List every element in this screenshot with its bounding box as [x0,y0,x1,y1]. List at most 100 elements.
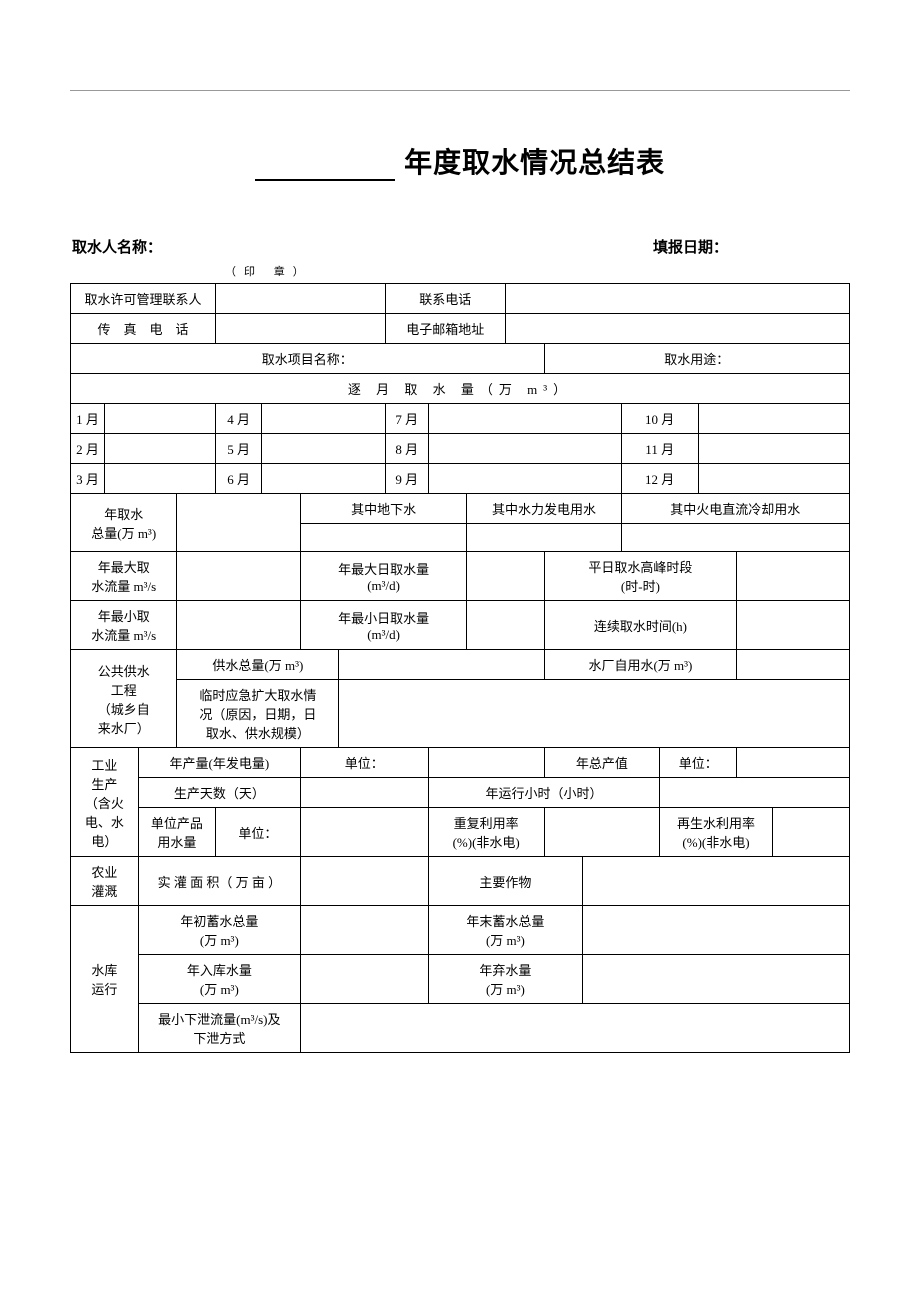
discard-value[interactable] [583,955,850,1004]
annual-total-value[interactable] [177,494,300,552]
main-table: 取水许可管理联系人 联系电话 传 真 电 话 电子邮箱地址 取水项目名称： 取水… [70,283,850,1053]
annual-output-value[interactable] [428,748,544,778]
m5-value[interactable] [262,434,385,464]
storage-end-value[interactable] [583,906,850,955]
title-text: 年度取水情况总结表 [404,148,665,179]
inflow-value[interactable] [300,955,428,1004]
continuous-time-label: 连续取水时间(h) [544,601,737,650]
unit-product-unit: 单位： [215,808,300,857]
m1-label: 1 月 [71,404,105,434]
public-supply-label: 公共供水 工程 （城乡自 来水厂） [71,650,177,748]
contact-person-label: 取水许可管理联系人 [71,284,216,314]
m12-label: 12 月 [621,464,698,494]
m10-value[interactable] [698,404,849,434]
m8-value[interactable] [428,434,621,464]
reuse-rate-label: 重复利用率(%)(非水电) [428,808,544,857]
fax-label: 传 真 电 话 [71,314,216,344]
irrigated-area-value[interactable] [300,857,428,906]
run-hours-value[interactable] [660,778,850,808]
m9-label: 9 月 [385,464,428,494]
max-flow-label: 年最大取水流量 m³/s [71,552,177,601]
m6-value[interactable] [262,464,385,494]
m9-value[interactable] [428,464,621,494]
m2-label: 2 月 [71,434,105,464]
report-date-label: 填报日期： [653,236,728,257]
min-discharge-value[interactable] [300,1004,849,1053]
m4-label: 4 月 [215,404,261,434]
m11-value[interactable] [698,434,849,464]
thermal-cooling-label: 其中火电直流冷却用水 [621,494,849,524]
m2-value[interactable] [104,434,215,464]
email-value[interactable] [505,314,849,344]
storage-start-value[interactable] [300,906,428,955]
supply-total-label: 供水总量(万 m³) [177,650,339,680]
reuse-rate-value[interactable] [544,808,660,857]
annual-value-label: 年总产值 [544,748,660,778]
m6-label: 6 月 [215,464,261,494]
hydropower-label: 其中水力发电用水 [467,494,621,524]
m10-label: 10 月 [621,404,698,434]
storage-end-label: 年末蓄水总量(万 m³) [428,906,582,955]
storage-start-label: 年初蓄水总量(万 m³) [138,906,300,955]
contact-phone-label: 联系电话 [385,284,505,314]
min-discharge-label: 最小下泄流量(m³/s)及下泄方式 [138,1004,300,1053]
reclaim-rate-label: 再生水利用率(%)(非水电) [660,808,773,857]
emergency-label: 临时应急扩大取水情 况（原因，日期，日 取水、供水规模） [177,680,339,748]
peak-time-value[interactable] [737,552,850,601]
plant-self-label: 水厂自用水(万 m³) [544,650,737,680]
annual-value-value[interactable] [737,748,850,778]
applicant-label: 取水人名称： [72,236,162,257]
annual-value-unit: 单位： [660,748,737,778]
fax-value[interactable] [215,314,385,344]
m1-value[interactable] [104,404,215,434]
inflow-label: 年入库水量(万 m³) [138,955,300,1004]
page-title: 年度取水情况总结表 [70,141,850,181]
reservoir-label: 水库运行 [71,906,139,1053]
hydropower-value[interactable] [467,524,621,552]
max-daily-label: 年最大日取水量(m³/d) [300,552,467,601]
contact-person-value[interactable] [215,284,385,314]
run-hours-label: 年运行小时（小时） [428,778,659,808]
header-line: 取水人名称： 填报日期： [70,236,850,257]
plant-self-value[interactable] [737,650,850,680]
email-label: 电子邮箱地址 [385,314,505,344]
m8-label: 8 月 [385,434,428,464]
seal-note: （印 章） [225,263,850,279]
m12-value[interactable] [698,464,849,494]
annual-output-label: 年产量(年发电量) [138,748,300,778]
max-daily-value[interactable] [467,552,544,601]
unit-product-label: 单位产品用水量 [138,808,215,857]
project-name-label: 取水项目名称： [71,344,545,374]
peak-time-label: 平日取水高峰时段(时-时) [544,552,737,601]
m11-label: 11 月 [621,434,698,464]
reclaim-rate-value[interactable] [772,808,849,857]
usage-label: 取水用途： [544,344,850,374]
thermal-cooling-value[interactable] [621,524,849,552]
annual-output-unit: 单位： [300,748,428,778]
min-flow-value[interactable] [177,601,300,650]
m4-value[interactable] [262,404,385,434]
unit-product-value[interactable] [300,808,428,857]
discard-label: 年弃水量(万 m³) [428,955,582,1004]
m3-label: 3 月 [71,464,105,494]
groundwater-value[interactable] [300,524,467,552]
industry-label: 工业 生产 （含火 电、水 电） [71,748,139,857]
continuous-time-value[interactable] [737,601,850,650]
supply-total-value[interactable] [339,650,544,680]
main-crops-label: 主要作物 [428,857,582,906]
prod-days-value[interactable] [300,778,428,808]
main-crops-value[interactable] [583,857,850,906]
emergency-value[interactable] [339,680,850,748]
m5-label: 5 月 [215,434,261,464]
max-flow-value[interactable] [177,552,300,601]
top-rule [70,90,850,91]
m7-value[interactable] [428,404,621,434]
min-flow-label: 年最小取水流量 m³/s [71,601,177,650]
annual-total-label: 年取水总量(万 m³) [71,494,177,552]
m3-value[interactable] [104,464,215,494]
min-daily-value[interactable] [467,601,544,650]
agri-label: 农业灌溉 [71,857,139,906]
irrigated-area-label: 实 灌 面 积（ 万 亩 ） [138,857,300,906]
groundwater-label: 其中地下水 [300,494,467,524]
contact-phone-value[interactable] [505,284,849,314]
